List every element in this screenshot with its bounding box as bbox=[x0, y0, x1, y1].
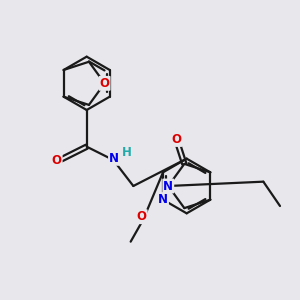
Text: O: O bbox=[171, 133, 182, 146]
Text: O: O bbox=[52, 154, 62, 166]
Text: N: N bbox=[158, 193, 168, 206]
Text: O: O bbox=[137, 210, 147, 223]
Text: N: N bbox=[163, 179, 173, 193]
Text: N: N bbox=[109, 152, 119, 165]
Text: H: H bbox=[122, 146, 132, 159]
Text: O: O bbox=[100, 77, 110, 90]
